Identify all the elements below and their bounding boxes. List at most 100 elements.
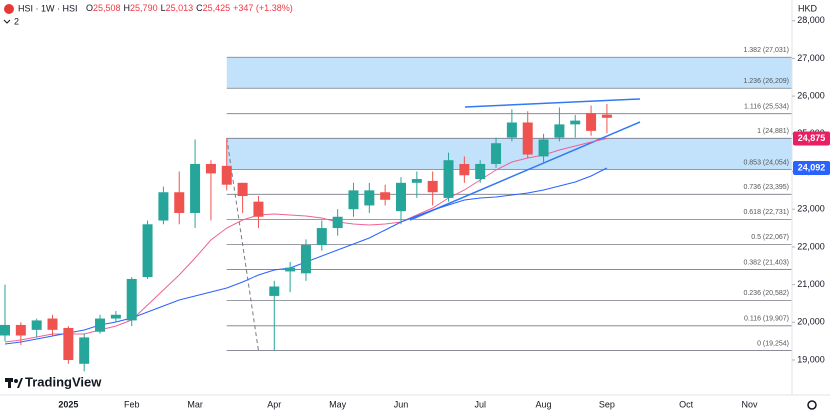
candle-body xyxy=(601,114,612,118)
y-tick-label: 27,000 xyxy=(797,53,825,63)
plot-layer xyxy=(0,104,612,372)
candle-body xyxy=(190,163,201,213)
symbol-logo xyxy=(4,4,14,14)
x-tick-label: Mar xyxy=(187,399,203,409)
candle-body xyxy=(475,163,486,180)
y-tick-label: 26,000 xyxy=(797,90,825,100)
ohlc-value: 25,790 xyxy=(130,3,158,13)
candle-body xyxy=(205,163,216,174)
trend-line xyxy=(409,121,641,221)
candle-body xyxy=(316,228,327,246)
fib-label: 0 (19,254) xyxy=(757,340,789,347)
price-badge xyxy=(793,131,830,146)
ohlc-key: O xyxy=(86,3,93,13)
fib-zone xyxy=(226,138,792,170)
candle-body xyxy=(110,314,121,319)
candle-body xyxy=(538,139,549,157)
x-tick-label: Nov xyxy=(741,399,758,409)
x-tick-label: Oct xyxy=(679,399,694,409)
ohlc-change: +347 (+1.38%) xyxy=(233,3,293,13)
fib-label: 0.5 (22,067) xyxy=(751,234,789,241)
candle-body xyxy=(95,318,106,332)
x-tick-label: May xyxy=(329,399,347,409)
fib-label: 1.236 (26,209) xyxy=(743,78,789,85)
settings-button[interactable] xyxy=(807,400,817,410)
branding-logo xyxy=(5,378,23,388)
candle-body xyxy=(15,324,26,336)
fib-label: 0.382 (21,403) xyxy=(743,259,789,266)
price-badge-label: 24,875 xyxy=(798,133,826,143)
candle-body xyxy=(522,122,533,155)
fib-label: 1.116 (25,534) xyxy=(744,104,789,111)
x-tick-label: Jul xyxy=(474,399,486,409)
candle-body xyxy=(285,267,296,272)
trend-line xyxy=(464,98,641,108)
fib-label: 0.116 (19,907) xyxy=(744,316,789,323)
y-tick-label: 23,000 xyxy=(797,204,825,214)
ohlc-key: H xyxy=(124,3,131,13)
fib-zone xyxy=(226,57,792,89)
fib-anchor xyxy=(226,138,259,351)
candle-body xyxy=(364,190,375,206)
candle-body xyxy=(443,160,454,198)
candle-body xyxy=(158,192,169,221)
fib-label: 0.618 (22,731) xyxy=(743,209,789,216)
candle-body xyxy=(506,122,517,138)
y-tick-label: 19,000 xyxy=(797,354,825,364)
candle-body xyxy=(459,163,470,176)
ohlc-value: 25,425 xyxy=(203,3,231,13)
candle-body xyxy=(380,192,391,200)
candle-body xyxy=(47,318,58,330)
x-tick-label: Feb xyxy=(124,399,140,409)
candle-body xyxy=(237,182,248,197)
x-tick-label: Jun xyxy=(394,399,409,409)
x-tick-label: Sep xyxy=(599,399,615,409)
candle-body xyxy=(332,216,343,229)
fib-label: 1.382 (27,031) xyxy=(743,47,789,54)
indicator-count[interactable]: 2 xyxy=(14,16,19,26)
candle-body xyxy=(142,224,153,278)
candle-body xyxy=(586,113,597,131)
candle-body xyxy=(79,337,90,364)
x-tick-label: Aug xyxy=(536,399,552,409)
indicator-toggle[interactable] xyxy=(3,19,11,24)
candle-body xyxy=(411,179,422,183)
x-tick-label: 2025 xyxy=(58,399,78,409)
candle-body xyxy=(31,320,42,330)
fib-label: 0.853 (24,054) xyxy=(743,159,789,166)
candle-body xyxy=(554,124,565,138)
candle-body xyxy=(174,192,185,213)
candle-body xyxy=(300,245,311,274)
currency: HKD xyxy=(798,3,818,13)
fib-label: 0.736 (23,395) xyxy=(743,184,789,191)
candle-body xyxy=(269,286,280,296)
fib-label: 0.236 (20,582) xyxy=(743,290,789,297)
ohlc-key: L xyxy=(161,3,166,13)
candle-body xyxy=(63,327,74,361)
candle-body xyxy=(427,180,438,193)
ohlc-value: 25,013 xyxy=(166,3,194,13)
price-badge xyxy=(793,161,830,176)
y-tick-label: 20,000 xyxy=(797,317,825,327)
x-tick-label: Apr xyxy=(267,399,281,409)
candle-body xyxy=(253,201,264,217)
candle-body xyxy=(348,190,359,210)
y-tick-label: 22,000 xyxy=(797,241,825,251)
ohlc-value: 25,508 xyxy=(93,3,121,13)
candle-body xyxy=(396,182,406,212)
candle-body xyxy=(570,120,581,125)
moving-average xyxy=(4,138,608,343)
price-badge-label: 24,092 xyxy=(798,162,826,172)
symbol-title: HSI · 1W · HSI xyxy=(18,3,78,13)
y-tick-label: 21,000 xyxy=(797,279,825,289)
branding: TradingView xyxy=(25,374,102,389)
fib-layer: 1.382 (27,031) 1.236 (26,209) 1.116 (25,53… xyxy=(226,47,792,351)
fib-label: 1 (24,881) xyxy=(757,128,789,135)
ohlc-key: C xyxy=(196,3,203,13)
candle-body xyxy=(126,278,137,321)
ohlc-readout: O25,508 H25,790 L25,013 C25,425 +347 (+1.38%… xyxy=(86,3,293,13)
y-tick-label: 28,000 xyxy=(797,15,825,25)
candle-body xyxy=(0,324,10,336)
candle-body xyxy=(491,143,502,164)
